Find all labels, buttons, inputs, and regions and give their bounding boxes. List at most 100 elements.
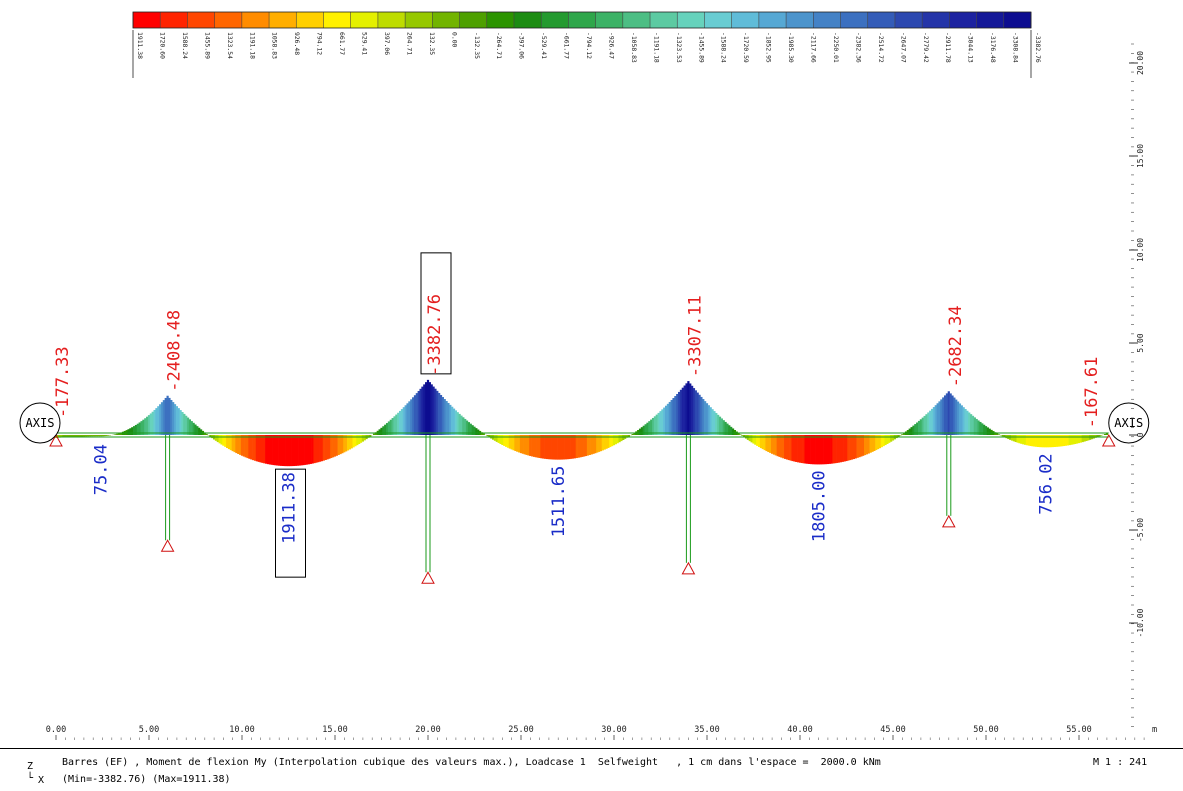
support-triangle-icon[interactable] — [941, 514, 956, 528]
axis-marker-label: AXIS — [1114, 416, 1143, 430]
legend-label: -2117.66 — [810, 32, 818, 63]
legend-label: -1985.30 — [787, 32, 795, 63]
legend-label: -529.41 — [540, 32, 548, 59]
support-triangle-icon[interactable] — [160, 539, 175, 552]
support-moment-label: -167.61 — [1082, 357, 1102, 429]
legend-swatch — [731, 12, 760, 28]
legend-swatch — [432, 12, 460, 28]
vertical-scale: 20.00 15.00 10.00 5.00 0 -5.00 -10.00 — [1129, 43, 1145, 727]
legend-swatch — [622, 12, 651, 28]
span-moment-label: 75.04 — [92, 444, 112, 495]
legend-label: 1191.18 — [248, 32, 256, 59]
legend-swatch — [459, 12, 488, 28]
x-tick-label: 40.00 — [787, 725, 813, 735]
span-moment-label: 1805.00 — [810, 470, 830, 542]
legend-label: -3176.48 — [989, 32, 997, 63]
legend-label: -1720.59 — [742, 32, 750, 63]
legend-label: -3044.13 — [967, 32, 975, 63]
legend-swatch — [677, 12, 705, 28]
legend-label: -132.35 — [473, 32, 481, 59]
legend-label: -661.77 — [563, 32, 571, 59]
legend-label: 926.48 — [293, 32, 301, 55]
span-moment-label: 1911.38 — [280, 472, 300, 544]
legend-swatch — [269, 12, 297, 28]
status-description: Barres (EF) , Moment de flexion My (Inte… — [62, 757, 881, 768]
x-tick-label: 10.00 — [229, 725, 255, 735]
support-triangle-icon[interactable] — [421, 571, 435, 584]
legend-swatch — [405, 12, 433, 28]
y-tick-label: 15.00 — [1136, 144, 1145, 168]
legend-swatch — [1003, 12, 1032, 28]
legend-swatch — [867, 12, 896, 28]
legend-swatch — [786, 12, 814, 28]
supports: AXIS AXIS — [19, 402, 1150, 584]
span-moment-label: 756.02 — [1037, 453, 1057, 514]
support-triangle-icon[interactable] — [1101, 433, 1116, 447]
legend-swatch — [976, 12, 1005, 28]
y-tick-label: 5.00 — [1136, 333, 1145, 352]
legend-label: -1588.24 — [720, 32, 728, 63]
drawing-scale: M 1 : 241 — [1093, 757, 1148, 768]
legend-label: -397.06 — [518, 32, 526, 59]
legend-label: 1455.89 — [203, 32, 211, 59]
legend-label: -2514.72 — [877, 32, 885, 63]
status-bar: Z └ X Barres (EF) , Moment de flexion My… — [0, 748, 1183, 791]
legend-label: 1323.54 — [226, 32, 234, 59]
legend-swatch — [922, 12, 950, 28]
support-triangle-icon[interactable] — [681, 561, 696, 575]
legend-label: -3308.84 — [1012, 32, 1020, 63]
axis-origin-icon: └ — [27, 773, 34, 784]
y-tick-label: 20.00 — [1136, 51, 1145, 75]
axis-marker[interactable] — [19, 402, 61, 444]
x-tick-label: 20.00 — [415, 725, 441, 735]
support-moment-label: -2682.34 — [946, 305, 966, 387]
legend-label: -1852.95 — [765, 32, 773, 63]
legend-label: -1455.89 — [697, 32, 705, 63]
axis-marker[interactable] — [1108, 402, 1150, 444]
legend-label: -2911.78 — [944, 32, 952, 63]
legend-swatch — [568, 12, 596, 28]
support-moment-label: -2408.48 — [165, 310, 185, 392]
legend-swatch — [350, 12, 379, 28]
legend-swatch — [241, 12, 270, 28]
legend-swatch — [758, 12, 787, 28]
x-tick-label: 25.00 — [508, 725, 534, 735]
legend-swatch — [650, 12, 678, 28]
legend-label: -926.47 — [607, 32, 615, 59]
legend-label: 397.06 — [383, 32, 391, 55]
support-moment-label: -3307.11 — [685, 295, 705, 377]
x-tick-label: 30.00 — [601, 725, 627, 735]
x-tick-label: 50.00 — [973, 725, 999, 735]
legend-swatch — [949, 12, 977, 28]
legend-swatch — [595, 12, 624, 28]
legend-swatch — [813, 12, 841, 28]
legend-label: 1911.38 — [136, 32, 144, 59]
support-moment-label: -177.33 — [53, 346, 73, 418]
legend-swatch — [323, 12, 351, 28]
legend-swatch — [513, 12, 542, 28]
legend-label: -794.12 — [585, 32, 593, 59]
legend-label: -1323.53 — [675, 32, 683, 63]
legend-label: 1588.24 — [181, 32, 189, 59]
max-moment-box — [420, 252, 452, 375]
legend-label: -2382.36 — [854, 32, 862, 63]
support-triangle-icon[interactable] — [49, 433, 63, 447]
legend-label: 0.00 — [450, 32, 458, 48]
legend-swatch — [296, 12, 324, 28]
y-tick-label: 10.00 — [1136, 238, 1145, 262]
legend-swatch — [133, 12, 161, 28]
legend-swatch — [214, 12, 243, 28]
moment-labels: -177.33 -2408.48 -3382.76 -3307.11 -2682.34 -… — [53, 252, 1102, 578]
min-moment-box — [275, 468, 306, 578]
legend-swatch — [486, 12, 515, 28]
legend-label: -264.71 — [495, 32, 503, 59]
horizontal-scale: 0.00 5.00 10.00 15.00 20.00 25.00 30.00 35.00 40… — [46, 725, 1157, 740]
legend-swatch — [840, 12, 869, 28]
legend-swatch — [541, 12, 569, 28]
y-tick-label: 0 — [1136, 432, 1145, 437]
legend-label: -1058.83 — [630, 32, 638, 63]
x-tick-label: 55.00 — [1066, 725, 1092, 735]
legend-label: 661.77 — [338, 32, 346, 55]
axis-x-label: X — [38, 775, 45, 786]
